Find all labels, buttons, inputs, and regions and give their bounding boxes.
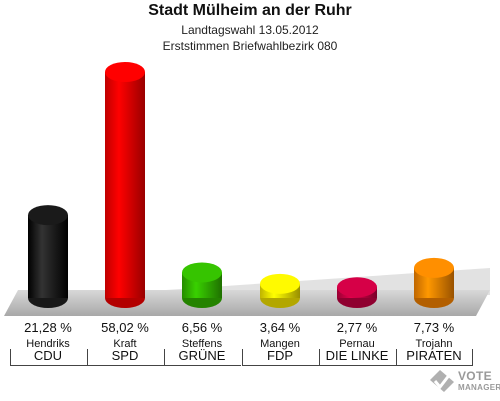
category-bracket [396, 349, 473, 366]
value-label: 7,73 % [413, 320, 455, 335]
value-label: 3,64 % [259, 320, 301, 335]
party-label: DIE LINKE [325, 348, 389, 363]
party-label: CDU [33, 348, 63, 363]
bar-spd [105, 72, 145, 298]
logo-line1: VOTE [458, 369, 492, 383]
candidate-label: Mangen [260, 338, 300, 350]
chart-title: Stadt Mülheim an der Ruhr [148, 2, 352, 19]
bar-top-piraten [414, 257, 454, 278]
candidate-label: Steffens [181, 338, 223, 350]
bar-cdu [28, 215, 68, 298]
candidate-label: Trojahn [415, 338, 453, 350]
chart-subtitle-1: Landtagswahl 13.05.2012 [181, 23, 319, 37]
bar-top-grüne [182, 262, 222, 283]
category-bracket [164, 349, 241, 366]
checkmark-ballot-icon [430, 370, 454, 392]
category-bracket [242, 349, 319, 366]
category-bracket [10, 349, 87, 366]
value-label: 58,02 % [101, 320, 149, 335]
party-label: FDP [267, 348, 293, 363]
bar-top-cdu [28, 205, 68, 226]
vote-manager-logo [426, 366, 496, 396]
party-label: SPD [111, 348, 139, 363]
logo-text: VOTE MANAGER [458, 369, 500, 393]
bar-top-spd [105, 62, 145, 82]
candidate-label: Pernau [339, 338, 375, 350]
bar-top-die-linke [337, 277, 377, 298]
chart-subtitle-2: Erststimmen Briefwahlbezirk 080 [162, 39, 338, 53]
party-label: PIRATEN [406, 348, 462, 363]
party-label: GRÜNE [178, 348, 226, 363]
candidate-label: Hendriks [26, 338, 70, 350]
category-bracket [87, 349, 164, 366]
category-bracket-end [472, 349, 473, 365]
value-label: 2,77 % [336, 320, 378, 335]
bar-top-fdp [260, 273, 300, 294]
category-bracket [319, 349, 396, 366]
value-label: 6,56 % [181, 320, 223, 335]
logo-line2: MANAGER [458, 383, 500, 392]
value-label: 21,28 % [24, 320, 72, 335]
candidate-label: Kraft [113, 338, 137, 350]
